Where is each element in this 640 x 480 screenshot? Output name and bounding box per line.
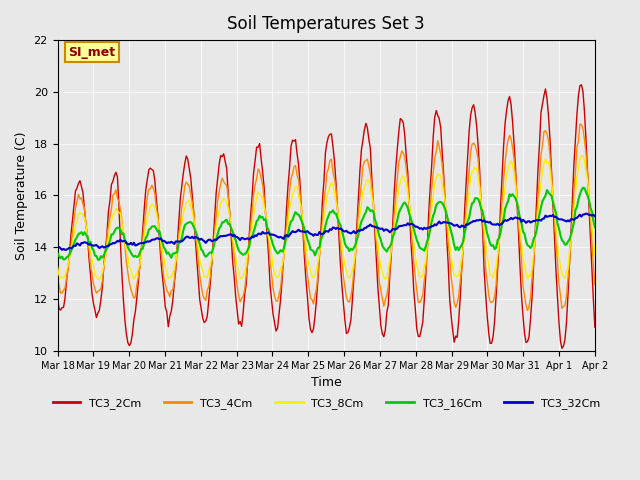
TC3_2Cm [214,176,221,181]
TC3_8Cm [591,252,599,257]
TC3_32Cm [121,238,129,244]
TC3_4Cm [241,287,248,292]
TC3_4Cm [524,308,531,313]
TC3_16Cm [591,225,599,230]
Line: TC3_8Cm: TC3_8Cm [58,156,595,279]
Line: TC3_16Cm: TC3_16Cm [58,188,595,260]
TC3_2Cm [54,296,61,301]
Y-axis label: Soil Temperature (C): Soil Temperature (C) [15,131,28,260]
Line: TC3_2Cm: TC3_2Cm [58,85,595,348]
TC3_2Cm [120,297,127,302]
TC3_8Cm [563,269,570,275]
TC3_16Cm [290,213,298,218]
TC3_32Cm [54,244,61,250]
Text: SI_met: SI_met [68,46,115,59]
TC3_32Cm [215,234,223,240]
TC3_8Cm [290,187,298,193]
TC3_16Cm [234,243,241,249]
TC3_8Cm [54,264,61,269]
TC3_4Cm [232,269,239,275]
TC3_16Cm [121,238,129,243]
TC3_8Cm [121,240,129,245]
TC3_8Cm [579,153,587,158]
Line: TC3_4Cm: TC3_4Cm [58,124,595,311]
TC3_8Cm [234,263,241,269]
TC3_16Cm [215,226,223,231]
TC3_32Cm [243,236,250,242]
TC3_8Cm [94,276,102,282]
TC3_2Cm [232,293,239,299]
Legend: TC3_2Cm, TC3_4Cm, TC3_8Cm, TC3_16Cm, TC3_32Cm: TC3_2Cm, TC3_4Cm, TC3_8Cm, TC3_16Cm, TC3… [48,394,604,414]
Line: TC3_32Cm: TC3_32Cm [58,214,595,250]
TC3_16Cm [579,185,587,191]
TC3_2Cm [241,292,248,298]
TC3_32Cm [58,247,66,253]
TC3_32Cm [582,211,589,216]
TC3_2Cm [577,82,585,88]
TC3_32Cm [591,213,599,219]
TC3_32Cm [290,229,298,235]
TC3_32Cm [563,218,570,224]
TC3_16Cm [54,251,61,256]
TC3_16Cm [563,241,570,247]
TC3_4Cm [289,170,296,176]
TC3_8Cm [243,263,250,268]
TC3_2Cm [289,137,296,143]
TC3_4Cm [54,277,61,283]
Title: Soil Temperatures Set 3: Soil Temperatures Set 3 [227,15,425,33]
TC3_32Cm [234,234,241,240]
TC3_2Cm [563,320,570,326]
TC3_8Cm [215,207,223,213]
TC3_2Cm [591,324,599,330]
X-axis label: Time: Time [311,376,342,389]
TC3_16Cm [95,257,103,263]
TC3_4Cm [214,198,221,204]
TC3_4Cm [576,121,584,127]
TC3_4Cm [563,294,570,300]
TC3_16Cm [243,250,250,256]
TC3_2Cm [558,346,566,351]
TC3_4Cm [120,231,127,237]
TC3_4Cm [591,281,599,287]
